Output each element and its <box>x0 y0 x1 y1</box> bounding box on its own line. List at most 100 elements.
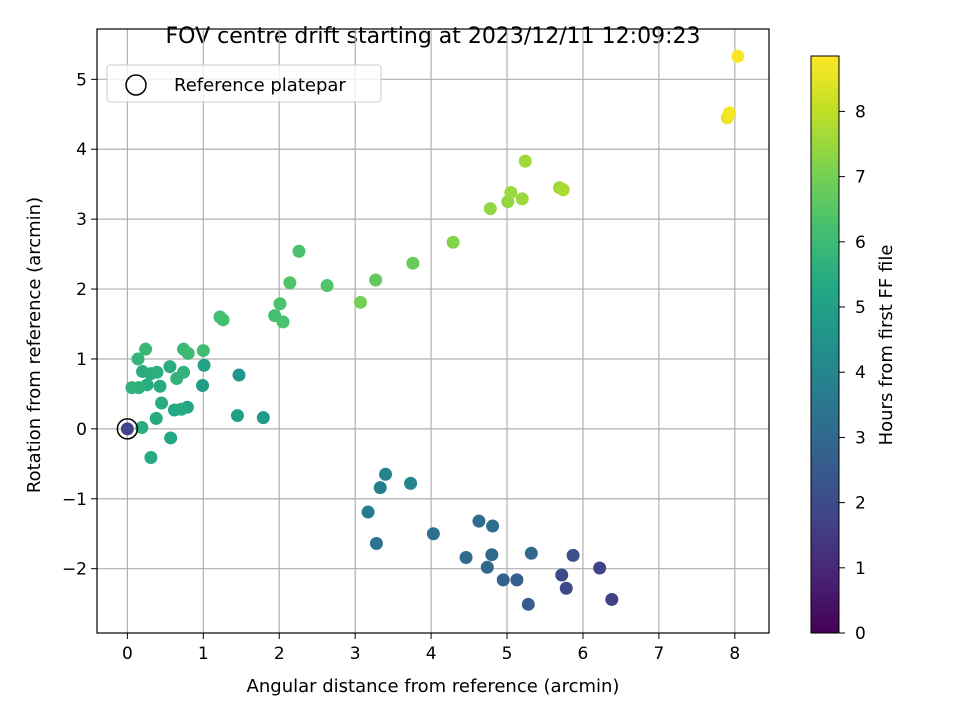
scatter-point <box>181 346 195 360</box>
grid-lines <box>97 29 769 633</box>
scatter-point <box>197 358 211 372</box>
x-tick-label: 0 <box>122 644 133 664</box>
scatter-point <box>155 396 169 410</box>
colorbar-tick-label: 1 <box>855 559 866 579</box>
scatter-point <box>276 315 290 329</box>
scatter-point <box>483 202 497 216</box>
colorbar-tick-label: 0 <box>855 624 866 644</box>
scatter-point <box>139 342 153 356</box>
x-tick-label: 4 <box>426 644 437 664</box>
legend: Reference platepar <box>106 64 382 103</box>
x-axis-ticks: 0 1 2 3 4 5 6 7 8 <box>122 633 740 664</box>
scatter-point <box>164 431 178 445</box>
scatter-point <box>559 581 573 595</box>
x-axis-label: Angular distance from reference (arcmin) <box>247 676 620 697</box>
y-tick-label: 4 <box>76 140 87 160</box>
x-tick-label: 6 <box>578 644 589 664</box>
scatter-point <box>369 537 383 551</box>
scatter-point <box>150 365 164 379</box>
colorbar-tick-label: 7 <box>855 168 866 188</box>
scatter-point <box>256 411 270 425</box>
colorbar-tick-label: 6 <box>855 233 866 253</box>
scatter-point <box>496 573 510 587</box>
scatter-point <box>593 561 607 575</box>
scatter-point <box>486 519 500 533</box>
colorbar <box>810 55 840 634</box>
scatter-point <box>404 476 418 490</box>
colorbar-tick-label: 5 <box>855 298 866 318</box>
scatter-point <box>232 368 246 382</box>
colorbar-tick-label: 3 <box>855 428 866 448</box>
scatter-point <box>524 546 538 560</box>
scatter-point <box>406 256 420 270</box>
y-axis-label: Rotation from reference (arcmin) <box>24 197 45 493</box>
y-tick-label: −2 <box>62 560 87 580</box>
y-tick-label: 1 <box>76 350 87 370</box>
scatter-point <box>518 154 532 168</box>
scatter-point <box>485 548 499 562</box>
scatter-point <box>283 276 297 290</box>
scatter-point <box>369 273 383 287</box>
scatter-point <box>515 192 529 206</box>
y-tick-label: 3 <box>76 210 87 230</box>
scatter-point <box>163 360 177 374</box>
y-axis-ticks: −2 −1 0 1 2 3 4 5 <box>62 70 97 580</box>
x-tick-label: 5 <box>502 644 513 664</box>
scatter-point <box>125 381 139 395</box>
legend-marker-icon <box>125 74 147 96</box>
colorbar-tick-label: 8 <box>855 102 866 122</box>
scatter-point <box>566 548 580 562</box>
scatter-point <box>320 279 334 293</box>
scatter-point <box>459 551 473 564</box>
scatter-point <box>353 295 367 309</box>
x-tick-label: 3 <box>350 644 361 664</box>
scatter-point <box>373 481 387 495</box>
y-tick-label: 2 <box>76 280 87 300</box>
scatter-point <box>196 344 210 358</box>
plot-area-frame <box>96 28 770 634</box>
scatter-point <box>426 527 440 541</box>
scatter-point <box>177 365 191 379</box>
colorbar-ticks: 0 1 2 3 4 5 6 7 8 <box>839 102 866 644</box>
scatter-point <box>230 409 244 423</box>
scatter-point <box>446 235 460 249</box>
scatter-point <box>135 420 149 434</box>
chart-title: FOV centre drift starting at 2023/12/11 … <box>166 24 701 49</box>
scatter-point <box>292 244 306 258</box>
x-tick-label: 7 <box>653 644 664 664</box>
scatter-point <box>361 505 375 519</box>
reference-marker <box>116 418 139 440</box>
scatter-point <box>723 106 737 120</box>
scatter-point <box>120 422 134 436</box>
x-tick-label: 8 <box>729 644 740 664</box>
colorbar-label: Hours from first FF file <box>876 245 897 446</box>
y-tick-label: 0 <box>76 420 87 440</box>
y-tick-label: −1 <box>62 490 87 510</box>
reference-point-marker <box>116 418 139 440</box>
scatter-point <box>556 183 570 197</box>
colorbar-tick-label: 2 <box>855 494 866 514</box>
scatter-point <box>144 451 158 465</box>
scatter-point <box>480 560 494 574</box>
scatter-point <box>731 49 745 63</box>
scatter-point <box>605 592 619 606</box>
scatter-point <box>472 514 486 528</box>
legend-box <box>106 64 382 103</box>
data-points <box>120 49 745 611</box>
scatter-point <box>153 379 167 393</box>
scatter-point <box>521 597 535 611</box>
scatter-point <box>196 379 210 393</box>
y-tick-label: 5 <box>76 70 87 90</box>
scatter-point <box>510 573 524 587</box>
scatter-point <box>504 186 518 200</box>
scatter-point <box>149 411 163 425</box>
legend-entry-label: Reference platepar <box>174 75 346 96</box>
scatter-point <box>379 467 393 481</box>
colorbar-tick-label: 4 <box>855 363 866 383</box>
scatter-point <box>174 402 188 416</box>
scatter-point <box>273 297 287 311</box>
scatter-point <box>131 352 145 366</box>
x-tick-label: 1 <box>198 644 209 664</box>
x-tick-label: 2 <box>274 644 285 664</box>
